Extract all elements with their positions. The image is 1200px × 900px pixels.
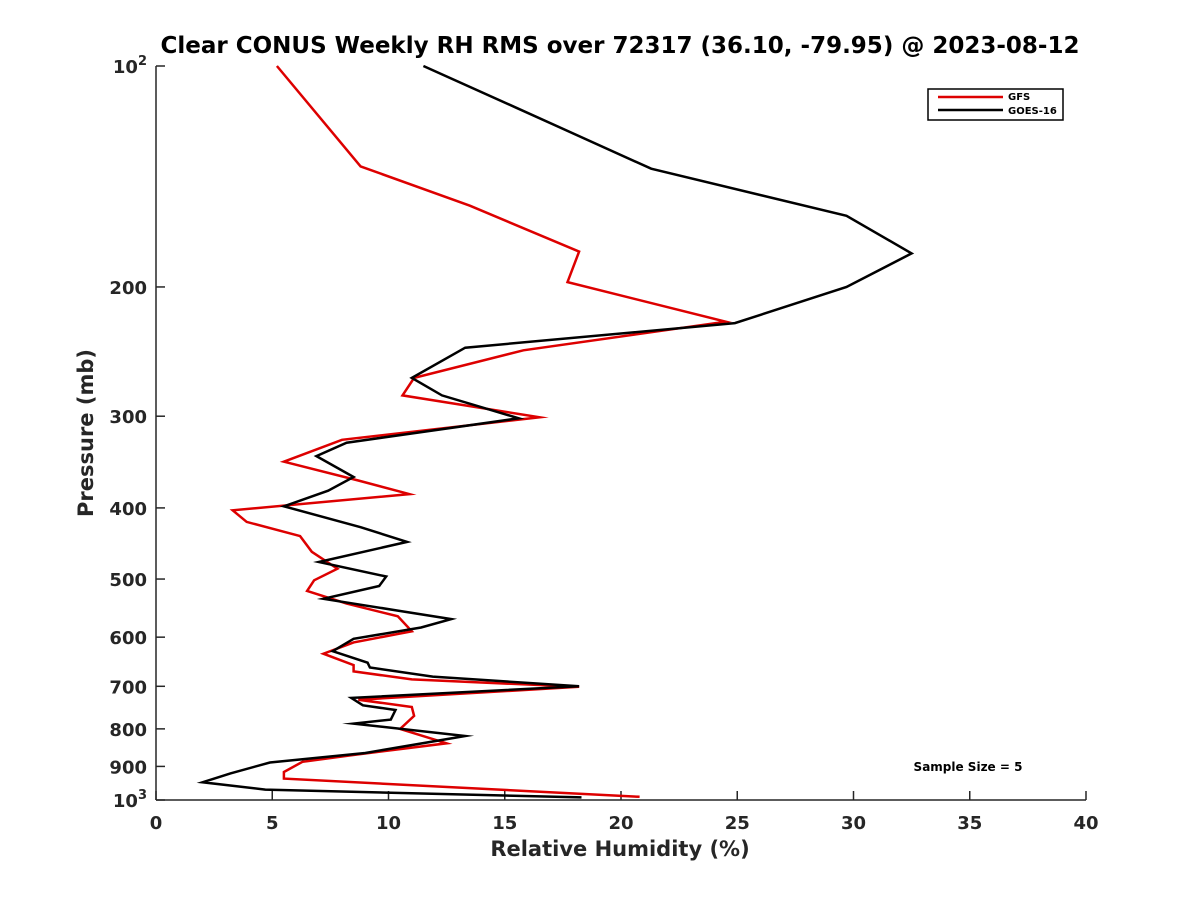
x-tick-label: 40 bbox=[1073, 813, 1098, 834]
y-tick-label: 400 bbox=[109, 499, 147, 520]
legend-label-gfs: GFS bbox=[1008, 92, 1030, 103]
x-tick-label: 20 bbox=[608, 813, 633, 834]
legend-label-goes16: GOES-16 bbox=[1008, 106, 1057, 117]
y-axis-label: Pressure (mb) bbox=[74, 349, 98, 517]
y-tick-label: 800 bbox=[109, 720, 147, 741]
y-tick-label: 700 bbox=[109, 677, 147, 698]
x-tick-label: 5 bbox=[266, 813, 279, 834]
y-tick-label: 300 bbox=[109, 407, 147, 428]
series-line-gfs bbox=[229, 65, 733, 799]
sample-size-annotation: Sample Size = 5 bbox=[914, 760, 1023, 774]
y-tick-label: 200 bbox=[109, 278, 147, 299]
y-tick-label: 102 bbox=[113, 54, 147, 78]
ticks: 0 5 10 15 20 25 30 35 40 102 200 300 400 500 600 700 800… bbox=[109, 54, 1098, 834]
legend-box bbox=[927, 88, 1064, 121]
y-tick-label: 600 bbox=[109, 628, 147, 649]
series-line-goes16 bbox=[196, 64, 915, 799]
axes bbox=[155, 66, 1086, 801]
legend: GFS GOES-16 bbox=[927, 88, 1064, 121]
x-tick-label: 25 bbox=[725, 813, 750, 834]
y-tick-label: 103 bbox=[113, 788, 147, 812]
x-tick-label: 0 bbox=[150, 813, 163, 834]
x-tick-label: 15 bbox=[492, 813, 517, 834]
x-tick-label: 10 bbox=[376, 813, 401, 834]
x-tick-label: 30 bbox=[841, 813, 866, 834]
y-tick-label: 900 bbox=[109, 757, 147, 778]
series-lines bbox=[196, 64, 915, 799]
x-axis-label: Relative Humidity (%) bbox=[490, 837, 749, 861]
chart-title: Clear CONUS Weekly RH RMS over 72317 (36… bbox=[161, 33, 1080, 59]
x-tick-label: 35 bbox=[957, 813, 982, 834]
y-tick-label: 500 bbox=[109, 570, 147, 591]
